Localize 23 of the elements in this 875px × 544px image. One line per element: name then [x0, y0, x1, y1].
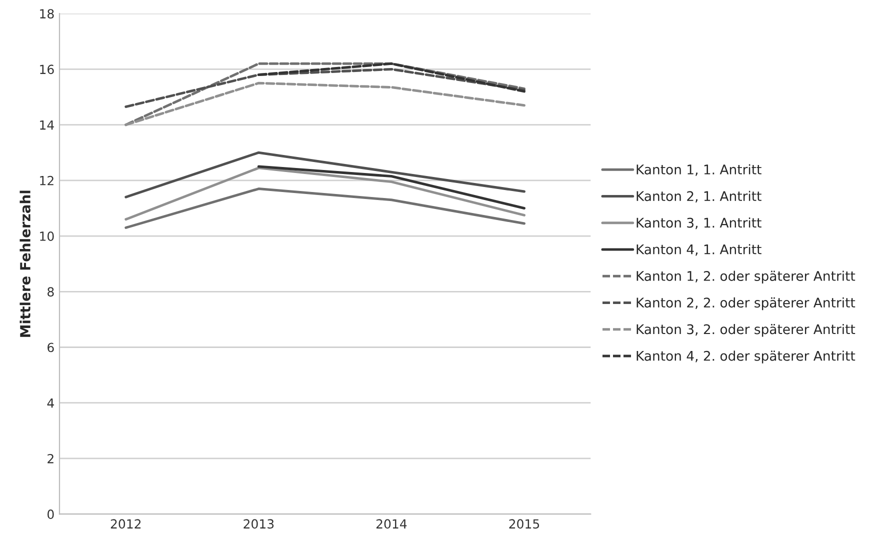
y-tick-label: 0	[48, 510, 54, 520]
y-tick-label: 16	[40, 64, 54, 74]
y-tick-label: 10	[40, 232, 54, 241]
legend-label: Kanton 4, 2. oder späterer Antritt	[636, 350, 856, 364]
x-tick-label: 2014	[376, 519, 407, 529]
legend-label: Kanton 1, 2. oder späterer Antritt	[636, 270, 856, 284]
y-tick-label: 6	[48, 342, 54, 352]
x-tick-label: 2013	[244, 519, 274, 529]
x-tick-label: 2015	[509, 519, 540, 529]
x-tick-label: 2012	[110, 519, 141, 529]
y-tick-label: 4	[47, 398, 54, 408]
legend-label: Kanton 4, 1. Antritt	[636, 244, 762, 256]
y-axis-title: Mittlere Fehlerzahl	[20, 190, 30, 337]
y-tick-label: 2	[48, 454, 54, 464]
y-tick-label: 18	[40, 9, 54, 19]
y-tick-label: 8	[48, 287, 54, 297]
legend-label: Kanton 2, 1. Antritt	[636, 190, 762, 202]
y-tick-label: 14	[40, 120, 54, 130]
legend-label: Kanton 3, 2. oder späterer Antritt	[636, 324, 856, 337]
legend-label: Kanton 1, 1. Antritt	[636, 164, 762, 176]
y-tick-label: 12	[40, 176, 54, 186]
legend-label: Kanton 3, 1. Antritt	[636, 218, 762, 230]
legend-label: Kanton 2, 2. oder späterer Antritt	[636, 297, 856, 310]
